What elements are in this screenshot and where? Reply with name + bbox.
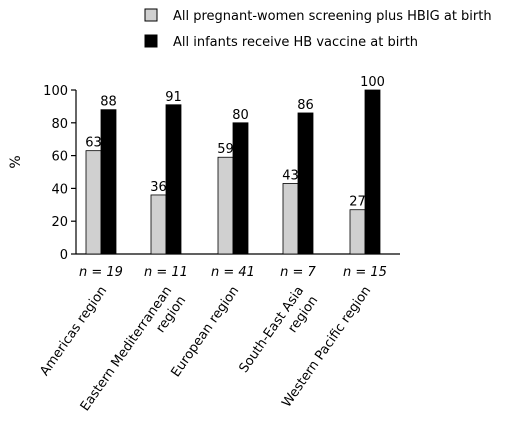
data-label-series1-cat4: 43: [282, 168, 299, 183]
y-tick-label-80: 80: [51, 117, 68, 132]
data-label-series1-cat2: 36: [150, 180, 167, 195]
y-tick-label-100: 100: [43, 84, 68, 99]
legend-swatch-2: [144, 34, 158, 48]
bar-series1-cat4: [282, 183, 299, 255]
data-label-series1-cat1: 63: [85, 136, 102, 151]
bar-series2-cat4: [297, 112, 314, 255]
data-label-series2-cat1: 88: [100, 95, 117, 110]
axes: 0 20 40 60 80 100: [43, 84, 400, 263]
bar-series2-cat2: [165, 104, 182, 255]
bar-series1-cat5: [349, 209, 366, 255]
data-label-series2-cat5: 100: [360, 75, 385, 90]
y-tick-label-40: 40: [51, 182, 68, 197]
legend-swatch-1: [144, 8, 158, 22]
bar-series1-cat2: [150, 194, 167, 255]
bar-series2-cat3: [232, 122, 249, 255]
data-label-series2-cat3: 80: [232, 108, 249, 123]
category-label-1-line-1: Americas region: [37, 284, 110, 379]
n-label-2: n = 11: [144, 265, 188, 280]
y-axis-label: %: [8, 155, 24, 168]
bar-series2-cat1: [100, 109, 117, 255]
bar-series2-cat5: [364, 89, 381, 255]
data-label-series1-cat3: 59: [217, 142, 234, 157]
n-label-4: n = 7: [280, 265, 316, 280]
bar-series1-cat3: [217, 156, 234, 255]
legend-label-2: All infants receive HB vaccine at birth: [173, 35, 418, 50]
data-labels: 63 88 36 91 59 80 43 86 27 100: [85, 75, 385, 210]
y-tick-label-0: 0: [60, 248, 68, 263]
y-tick-label-60: 60: [51, 150, 68, 165]
data-label-series1-cat5: 27: [349, 195, 366, 210]
bar-series1-cat1: [85, 150, 102, 255]
y-tick-label-20: 20: [51, 215, 68, 230]
legend: All pregnant-women screening plus HBIG a…: [144, 8, 492, 50]
n-label-5: n = 15: [343, 265, 387, 280]
legend-label-1: All pregnant-women screening plus HBIG a…: [173, 9, 492, 24]
n-label-1: n = 19: [79, 265, 123, 280]
category-label-1: Americas region: [37, 284, 110, 379]
data-label-series2-cat2: 91: [165, 90, 182, 105]
n-label-3: n = 41: [211, 265, 255, 280]
bars: [85, 89, 381, 255]
data-label-series2-cat4: 86: [297, 98, 314, 113]
